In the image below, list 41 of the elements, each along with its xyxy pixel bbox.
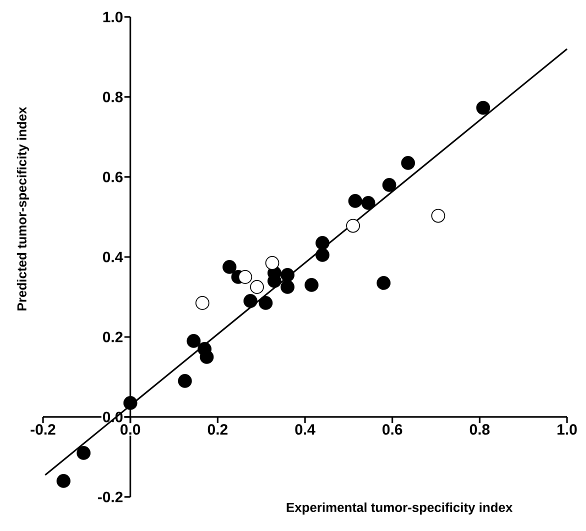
x-tick-label: 0.2 (208, 424, 228, 435)
x-tick-label: 0.0 (120, 424, 140, 435)
x-tick-label: 1.0 (558, 424, 577, 435)
point (316, 248, 330, 262)
point (280, 268, 294, 282)
point (280, 280, 294, 294)
point (56, 474, 70, 488)
x-tick-label: 0.4 (295, 424, 316, 435)
point (186, 334, 201, 348)
point (401, 156, 416, 170)
y-tick-label: 1.0 (103, 12, 123, 22)
y-tick-label: 0.6 (102, 172, 123, 182)
point (476, 100, 490, 115)
y-axis-title: Predicted tumor-specificity index (16, 106, 30, 310)
point (200, 350, 214, 364)
point (382, 178, 396, 192)
point (222, 260, 236, 274)
point (376, 276, 391, 290)
x-tick-label: -0.2 (30, 424, 56, 435)
point (346, 218, 360, 233)
point (123, 396, 138, 410)
y-tick-label: -0.2 (98, 492, 123, 502)
point (265, 256, 280, 270)
point (243, 294, 258, 308)
point (195, 296, 210, 310)
point (258, 296, 273, 310)
point (238, 270, 252, 284)
point (250, 280, 264, 294)
point (178, 374, 192, 388)
x-tick-label: 0.8 (470, 424, 490, 435)
point (76, 446, 91, 460)
x-tick-label: 0.6 (382, 424, 402, 435)
point (316, 236, 330, 250)
point (348, 194, 362, 208)
point (304, 278, 319, 292)
x-axis-title: Experimental tumor-specificity index (286, 502, 513, 515)
y-tick-label: 0.8 (102, 92, 123, 102)
y-tick-label: 0.4 (102, 252, 124, 262)
y-tick-label: 0.2 (102, 332, 123, 342)
point (361, 196, 376, 210)
point (431, 208, 446, 223)
